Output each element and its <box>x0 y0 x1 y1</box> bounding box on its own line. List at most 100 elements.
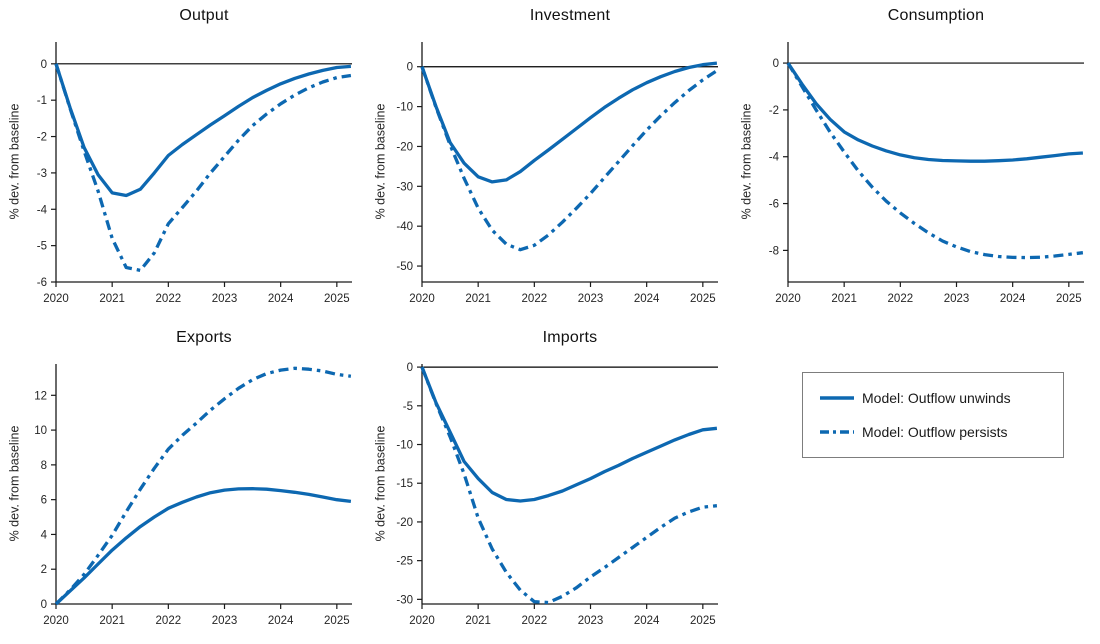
panel-investment: Investment % dev. from baseline 0 -10 -20 -… <box>366 0 732 322</box>
y-tick-label: 0 <box>407 362 413 374</box>
output-line-chart: 0 -1 -2 -3 -4 -5 -6 2020 2021 2022 2023 2024 2025 <box>37 42 352 305</box>
consumption-line-chart: 0 -2 -4 -6 -8 2020 2021 2022 2023 2024 2025 <box>769 42 1084 305</box>
y-tick-label: -15 <box>396 478 413 490</box>
series-line-dashdot <box>420 66 718 252</box>
dashdot-line-swatch-icon <box>820 429 854 434</box>
x-tick-label: 2020 <box>43 293 69 305</box>
x-tick-label: 2025 <box>324 293 350 305</box>
y-tick-label: 2 <box>41 564 47 576</box>
solid-line-swatch-icon <box>820 396 854 401</box>
y-tick-label: -2 <box>37 132 47 144</box>
y-tick-label: -30 <box>396 181 413 193</box>
y-tick-label: -5 <box>37 241 47 253</box>
x-tick-label: 2025 <box>324 615 350 627</box>
y-axis-label: % dev. from baseline <box>7 103 22 220</box>
x-tick-label: 2021 <box>99 615 125 627</box>
y-tick-label: -50 <box>396 261 413 273</box>
x-tick-label: 2020 <box>409 293 435 305</box>
x-tick-label: 2025 <box>690 293 716 305</box>
y-tick-label: -20 <box>396 517 413 529</box>
x-tick-label: 2024 <box>268 615 294 627</box>
chart-title-imports: Imports <box>542 329 598 346</box>
x-tick-label: 2021 <box>99 293 125 305</box>
investment-line-chart: 0 -10 -20 -30 -40 -50 2020 2021 2022 2023 2024 2025 <box>396 42 718 305</box>
x-tick-label: 2024 <box>268 293 294 305</box>
y-tick-label: -10 <box>396 440 413 452</box>
series-line-solid <box>420 366 718 503</box>
x-tick-label: 2022 <box>522 293 548 305</box>
x-tick-label: 2021 <box>465 293 491 305</box>
imports-line-chart: 0 -5 -10 -15 -20 -25 -30 2020 2021 2022 2023 2024 20… <box>396 362 718 627</box>
y-tick-label: 10 <box>34 425 47 437</box>
chart-title-consumption: Consumption <box>887 7 985 24</box>
x-tick-label: 2024 <box>634 615 660 627</box>
y-axis-label: % dev. from baseline <box>739 103 754 220</box>
x-tick-label: 2020 <box>409 615 435 627</box>
y-tick-label: 0 <box>41 599 47 611</box>
legend-label-persists: Model: Outflow persists <box>862 423 1008 440</box>
y-tick-label: 12 <box>34 390 47 402</box>
y-axis-label: % dev. from baseline <box>7 425 22 542</box>
series-line-dashdot <box>54 366 352 606</box>
panel-exports: Exports % dev. from baseline 12 10 8 6 4 2 0 20… <box>0 322 366 644</box>
y-tick-label: -40 <box>396 221 413 233</box>
x-tick-label: 2024 <box>1000 293 1026 305</box>
panel-imports: Imports % dev. from baseline 0 -5 -10 -15 -2… <box>366 322 732 644</box>
series-line-solid <box>54 63 352 198</box>
x-tick-label: 2023 <box>212 293 238 305</box>
y-tick-label: -20 <box>396 141 413 153</box>
y-tick-label: -30 <box>396 594 413 606</box>
y-tick-label: -4 <box>769 152 780 164</box>
series-line-dashdot <box>54 63 352 273</box>
chart-title-output: Output <box>179 7 229 24</box>
panel-legend: Model: Outflow unwinds Model: Outflow pe… <box>732 322 1098 644</box>
x-tick-label: 2024 <box>634 293 660 305</box>
y-tick-label: -25 <box>396 556 413 568</box>
x-tick-label: 2020 <box>775 293 801 305</box>
y-tick-label: -5 <box>403 401 413 413</box>
y-tick-label: -6 <box>769 199 779 211</box>
x-tick-label: 2022 <box>156 293 182 305</box>
y-tick-label: -1 <box>37 95 47 107</box>
series-line-solid <box>54 487 352 606</box>
x-tick-label: 2022 <box>156 615 182 627</box>
chart-title-investment: Investment <box>529 7 611 24</box>
x-tick-label: 2023 <box>578 293 604 305</box>
x-tick-label: 2025 <box>1056 293 1082 305</box>
x-tick-label: 2020 <box>43 615 69 627</box>
y-tick-label: -4 <box>37 204 48 216</box>
series-line-solid <box>786 62 1084 163</box>
y-tick-label: -10 <box>396 102 413 114</box>
panel-output: Output % dev. from baseline 0 -1 -2 -3 -4 -5 -… <box>0 0 366 322</box>
legend-item-persists: Model: Outflow persists <box>819 424 1063 440</box>
series-line-dashdot <box>786 62 1084 260</box>
x-tick-label: 2023 <box>944 293 970 305</box>
y-tick-label: 6 <box>41 495 47 507</box>
y-tick-label: 0 <box>41 59 47 71</box>
series-line-dashdot <box>420 366 718 605</box>
x-tick-label: 2022 <box>888 293 914 305</box>
y-tick-label: -6 <box>37 277 47 289</box>
y-tick-label: 4 <box>41 529 48 541</box>
y-axis-label: % dev. from baseline <box>373 103 388 220</box>
x-tick-label: 2023 <box>212 615 238 627</box>
y-axis-label: % dev. from baseline <box>373 425 388 542</box>
y-tick-label: -8 <box>769 245 779 257</box>
y-tick-label: 0 <box>773 58 779 70</box>
x-tick-label: 2021 <box>831 293 857 305</box>
y-tick-label: 0 <box>407 62 413 74</box>
chart-title-exports: Exports <box>176 329 232 346</box>
legend-label-unwinds: Model: Outflow unwinds <box>862 390 1011 407</box>
x-tick-label: 2022 <box>522 615 548 627</box>
x-tick-label: 2025 <box>690 615 716 627</box>
legend-item-unwinds: Model: Outflow unwinds <box>819 390 1063 406</box>
series-line-solid <box>420 61 718 184</box>
y-tick-label: -3 <box>37 168 47 180</box>
x-tick-label: 2023 <box>578 615 604 627</box>
panel-consumption: Consumption % dev. from baseline 0 -2 -4 -6… <box>732 0 1098 322</box>
legend: Model: Outflow unwinds Model: Outflow pe… <box>802 372 1064 458</box>
y-tick-label: -2 <box>769 105 779 117</box>
y-tick-label: 8 <box>41 460 47 472</box>
